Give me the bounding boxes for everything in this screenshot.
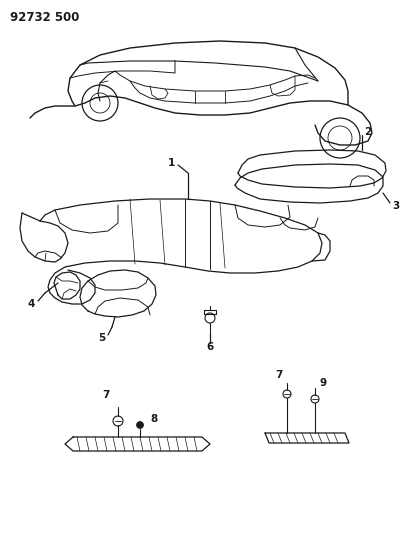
Text: 5: 5	[97, 333, 105, 343]
Text: 2: 2	[363, 127, 371, 137]
Text: 3: 3	[391, 201, 398, 211]
Text: 9: 9	[319, 378, 326, 388]
Circle shape	[136, 422, 143, 429]
Text: 4: 4	[28, 299, 35, 309]
Text: 7: 7	[102, 390, 109, 400]
Text: 7: 7	[275, 370, 282, 380]
Text: 1: 1	[167, 158, 174, 168]
Text: 6: 6	[206, 342, 213, 352]
Text: 92732 500: 92732 500	[10, 11, 79, 24]
Text: 8: 8	[150, 414, 157, 424]
